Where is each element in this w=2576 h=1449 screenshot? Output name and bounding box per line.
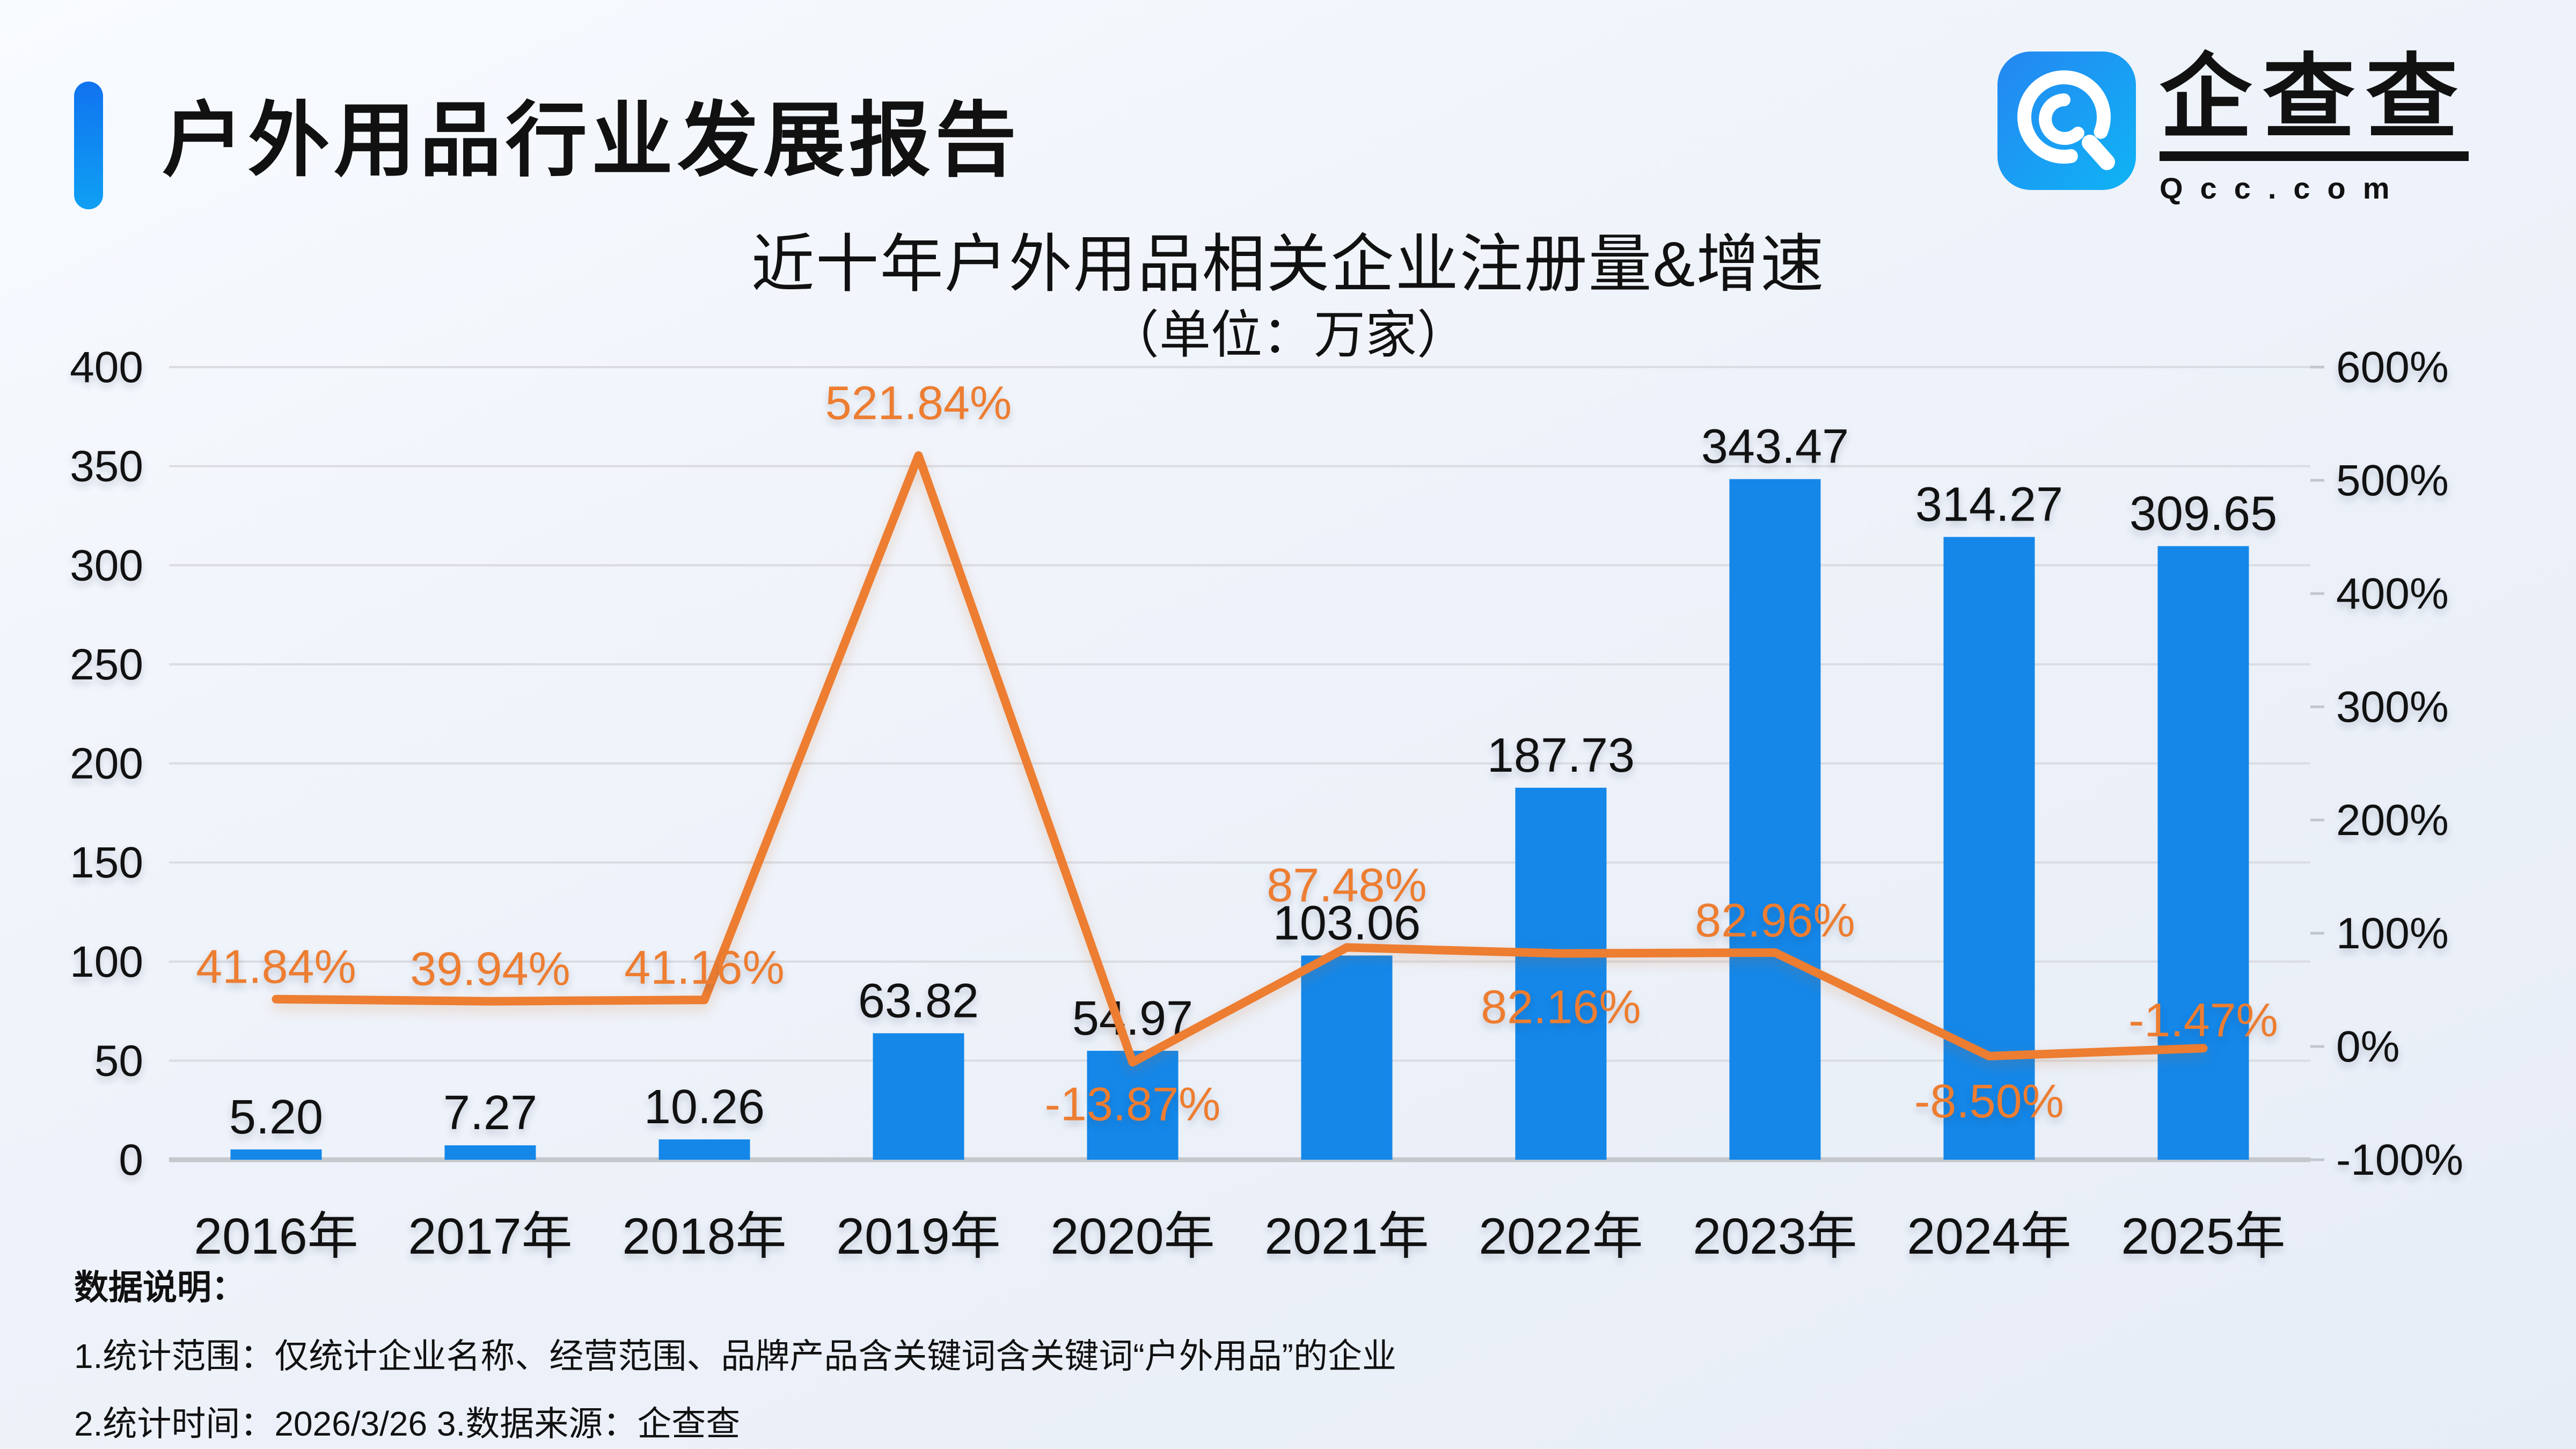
right-axis-tick-600: 600%: [2336, 343, 2449, 392]
x-label-2020年: 2020年: [1050, 1208, 1214, 1265]
x-label-2018年: 2018年: [622, 1208, 786, 1265]
left-axis-tick-0: 0: [119, 1136, 143, 1184]
bar-2021年: [1301, 955, 1393, 1160]
bar-2020年: [1087, 1051, 1179, 1160]
growth-label-2019年: 521.84%: [825, 376, 1012, 429]
left-axis-tick-50: 50: [94, 1036, 143, 1085]
title-accent-bar: [74, 82, 103, 209]
qcc-q-glyph: [2017, 70, 2115, 170]
x-label-2021年: 2021年: [1264, 1208, 1429, 1265]
growth-label-2025年: -1.47%: [2128, 993, 2278, 1046]
left-axis-tick-250: 250: [70, 640, 143, 689]
x-label-2023年: 2023年: [1693, 1208, 1857, 1265]
bar-2016年: [230, 1149, 322, 1160]
x-label-2025年: 2025年: [2121, 1208, 2285, 1265]
left-axis-tick-150: 150: [70, 838, 143, 887]
bar-value-2018年: 10.26: [644, 1080, 765, 1134]
growth-label-2023年: 82.96%: [1695, 894, 1855, 947]
x-label-2017年: 2017年: [408, 1208, 572, 1265]
growth-label-2024年: -8.50%: [1914, 1074, 2064, 1128]
x-label-2019年: 2019年: [836, 1208, 1000, 1265]
growth-label-2021年: 87.48%: [1267, 858, 1426, 911]
bar-2022年: [1515, 787, 1607, 1160]
bar-2024年: [1943, 537, 2035, 1160]
page-title: 户外用品行业发展报告: [162, 95, 1021, 186]
bar-value-2024年: 314.27: [1915, 478, 2063, 532]
bar-value-2023年: 343.47: [1701, 420, 1849, 474]
x-label-2022年: 2022年: [1479, 1208, 1643, 1265]
right-axis-tick-200: 200%: [2336, 796, 2449, 845]
bar-value-2021年: 103.06: [1273, 896, 1421, 950]
footer-heading: 数据说明：: [74, 1268, 246, 1307]
right-axis-tick-100: 100%: [2336, 909, 2449, 958]
right-axis-tick-300: 300%: [2336, 683, 2449, 731]
left-axis-tick-350: 350: [70, 442, 143, 491]
growth-label-2016年: 41.84%: [196, 940, 356, 993]
footer-note-date-source: 2.统计时间：2026/3/26 3.数据来源：企查查: [74, 1404, 741, 1443]
qcc-logo: 企查查 Qcc.com: [1997, 52, 2469, 206]
growth-label-2018年: 41.16%: [624, 941, 784, 994]
bar-2025年: [2157, 546, 2249, 1160]
bar-2018年: [658, 1139, 750, 1160]
left-axis-tick-400: 400: [70, 343, 143, 392]
growth-label-2022年: 82.16%: [1481, 980, 1641, 1034]
chart-title: 近十年户外用品相关企业注册量&增速: [751, 229, 1825, 300]
right-axis-tick-400: 400%: [2336, 569, 2449, 618]
bar-value-2019年: 63.82: [858, 974, 979, 1028]
right-axis-tick-0: 0%: [2336, 1022, 2400, 1071]
growth-line: [272, 451, 2208, 1067]
bar-value-2017年: 7.27: [443, 1086, 537, 1140]
qcc-logo-cn: 企查查: [2160, 52, 2469, 161]
left-axis-tick-100: 100: [70, 938, 143, 986]
qcc-logo-icon: [1997, 52, 2136, 190]
chart-subtitle: （单位：万家）: [1108, 306, 1468, 364]
x-label-2016年: 2016年: [194, 1208, 358, 1265]
x-label-2024年: 2024年: [1907, 1208, 2071, 1265]
left-axis-tick-200: 200: [70, 740, 143, 788]
bar-2017年: [444, 1145, 536, 1160]
growth-label-2017年: 39.94%: [410, 942, 570, 996]
bar-value-2022年: 187.73: [1487, 729, 1635, 782]
bar-value-2025年: 309.65: [2129, 487, 2277, 541]
footer-note-scope: 1.统计范围：仅统计企业名称、经营范围、品牌产品含关键词含关键词“户外用品”的企…: [74, 1337, 1396, 1375]
right-axis-tick--100: -100%: [2336, 1136, 2463, 1184]
qcc-logo-domain: Qcc.com: [2160, 171, 2407, 205]
bar-2023年: [1729, 479, 1821, 1160]
left-axis-tick-300: 300: [70, 541, 143, 590]
right-axis-tick-500: 500%: [2336, 456, 2449, 505]
bar-2019年: [873, 1033, 964, 1160]
qcc-logo-text: 企查查 Qcc.com: [2160, 52, 2469, 206]
growth-label-2020年: -13.87%: [1045, 1077, 1221, 1130]
bar-value-2016年: 5.20: [229, 1091, 323, 1144]
